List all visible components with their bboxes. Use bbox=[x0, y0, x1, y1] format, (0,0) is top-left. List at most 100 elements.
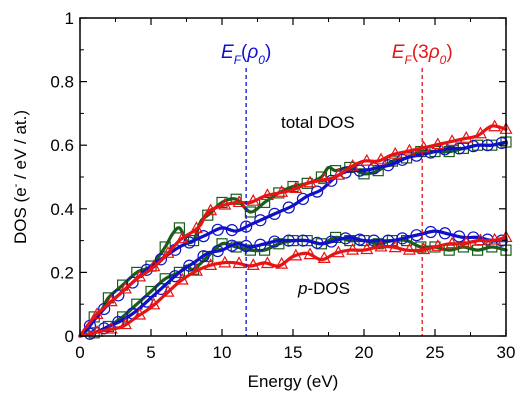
data-point-triangle bbox=[147, 297, 161, 310]
data-point-triangle bbox=[303, 247, 317, 260]
data-point-triangle bbox=[289, 181, 303, 194]
x-tick-label: 25 bbox=[426, 343, 445, 362]
data-point-triangle bbox=[218, 255, 232, 268]
fermi-label-open: ( bbox=[241, 42, 248, 63]
data-point-triangle bbox=[402, 242, 416, 255]
data-point-circle bbox=[211, 223, 224, 236]
data-point-circle bbox=[254, 214, 267, 227]
data-point-triangle bbox=[246, 258, 260, 271]
data-point-square bbox=[244, 206, 256, 218]
data-point-circle bbox=[98, 302, 111, 316]
data-point-circle bbox=[282, 201, 295, 214]
x-tick-label: 5 bbox=[146, 343, 155, 362]
data-point-circle bbox=[353, 233, 366, 246]
data-point-triangle bbox=[260, 188, 274, 201]
series-p-triangle bbox=[78, 230, 513, 338]
data-point-circle bbox=[282, 234, 295, 247]
data-point-circle bbox=[296, 234, 310, 247]
total-dos-label: total DOS bbox=[281, 113, 355, 132]
y-tick-label: 0.4 bbox=[50, 200, 74, 219]
data-point-triangle bbox=[445, 236, 459, 249]
fermi-label-rho: ρ bbox=[428, 42, 440, 63]
fermi-label-rho: ρ bbox=[246, 42, 258, 63]
data-point-triangle bbox=[417, 140, 431, 153]
data-point-circle bbox=[396, 153, 409, 166]
data-point-triangle bbox=[317, 172, 331, 185]
data-point-triangle bbox=[161, 284, 175, 297]
data-point-triangle bbox=[431, 137, 445, 150]
data-point-triangle bbox=[118, 281, 132, 294]
x-tick-label: 10 bbox=[213, 343, 232, 362]
data-point-triangle bbox=[488, 119, 502, 132]
data-point-circle bbox=[268, 235, 281, 248]
data-point-circle bbox=[197, 230, 210, 243]
data-point-triangle bbox=[218, 197, 232, 210]
fermi-lines: EF(ρ0) EF(3ρ0) bbox=[221, 42, 453, 336]
data-point-circle bbox=[495, 136, 508, 150]
data-point-square bbox=[244, 244, 256, 256]
data-point-circle bbox=[296, 192, 310, 206]
fermi-label-open: ( bbox=[412, 42, 419, 63]
data-point-triangle bbox=[303, 175, 317, 188]
data-point-circle bbox=[225, 239, 239, 252]
data-point-triangle bbox=[445, 134, 459, 146]
data-point-triangle bbox=[431, 239, 445, 251]
data-point-triangle bbox=[289, 248, 303, 261]
data-point-circle bbox=[112, 289, 125, 302]
data-point-triangle bbox=[374, 239, 388, 252]
data-point-triangle bbox=[232, 195, 246, 208]
y-tick-label: 0 bbox=[65, 327, 74, 346]
data-point-triangle bbox=[488, 232, 502, 245]
x-tick-label: 15 bbox=[284, 343, 303, 362]
data-point-triangle bbox=[161, 246, 175, 258]
data-point-circle bbox=[225, 224, 239, 237]
fermi-label-sub: F bbox=[234, 53, 242, 67]
data-point-circle bbox=[438, 227, 452, 240]
data-point-triangle bbox=[260, 256, 274, 269]
data-point-circle bbox=[183, 259, 196, 272]
data-point-triangle bbox=[374, 152, 388, 165]
data-point-triangle bbox=[331, 245, 345, 258]
data-point-circle bbox=[396, 232, 409, 245]
data-point-triangle bbox=[360, 153, 374, 166]
data-point-triangle bbox=[133, 269, 147, 282]
p-dos-label-italic: p bbox=[297, 279, 307, 298]
series-total-triangle bbox=[78, 119, 513, 338]
data-point-circle bbox=[367, 234, 381, 247]
data-point-triangle bbox=[331, 167, 345, 180]
data-point-triangle bbox=[189, 221, 203, 234]
data-point-triangle bbox=[360, 242, 374, 255]
data-point-circle bbox=[254, 238, 267, 251]
data-point-triangle bbox=[346, 242, 360, 255]
fermi-label-E: E bbox=[392, 42, 405, 63]
data-point-triangle bbox=[459, 130, 473, 143]
data-point-triangle bbox=[118, 317, 132, 330]
y-tick-label: 0.6 bbox=[50, 136, 74, 155]
data-point-triangle bbox=[473, 233, 487, 246]
data-point-square bbox=[173, 266, 185, 278]
fermi-level-label: EF(3ρ0) bbox=[392, 42, 453, 67]
fermi-label-close: ) bbox=[265, 42, 271, 63]
data-point-triangle bbox=[473, 126, 487, 139]
data-point-triangle bbox=[133, 307, 147, 320]
data-point-circle bbox=[382, 159, 395, 172]
data-point-triangle bbox=[417, 242, 431, 255]
data-point-circle bbox=[325, 235, 338, 248]
data-point-circle bbox=[311, 236, 324, 249]
data-point-triangle bbox=[204, 203, 218, 216]
data-point-triangle bbox=[402, 143, 416, 156]
data-point-triangle bbox=[147, 259, 161, 272]
data-point-triangle bbox=[459, 235, 473, 248]
data-point-triangle bbox=[204, 258, 218, 271]
data-point-triangle bbox=[388, 240, 402, 253]
p-dos-label: p-DOS bbox=[297, 279, 350, 298]
data-point-circle bbox=[481, 139, 494, 152]
fermi-label-close: ) bbox=[446, 42, 452, 63]
data-point-circle bbox=[410, 229, 423, 242]
data-point-circle bbox=[467, 140, 480, 153]
data-point-circle bbox=[453, 142, 466, 155]
fermi-label-rho_sub: 0 bbox=[440, 53, 447, 67]
data-point-triangle bbox=[175, 272, 189, 285]
y-tick-label: 0.8 bbox=[50, 73, 74, 92]
